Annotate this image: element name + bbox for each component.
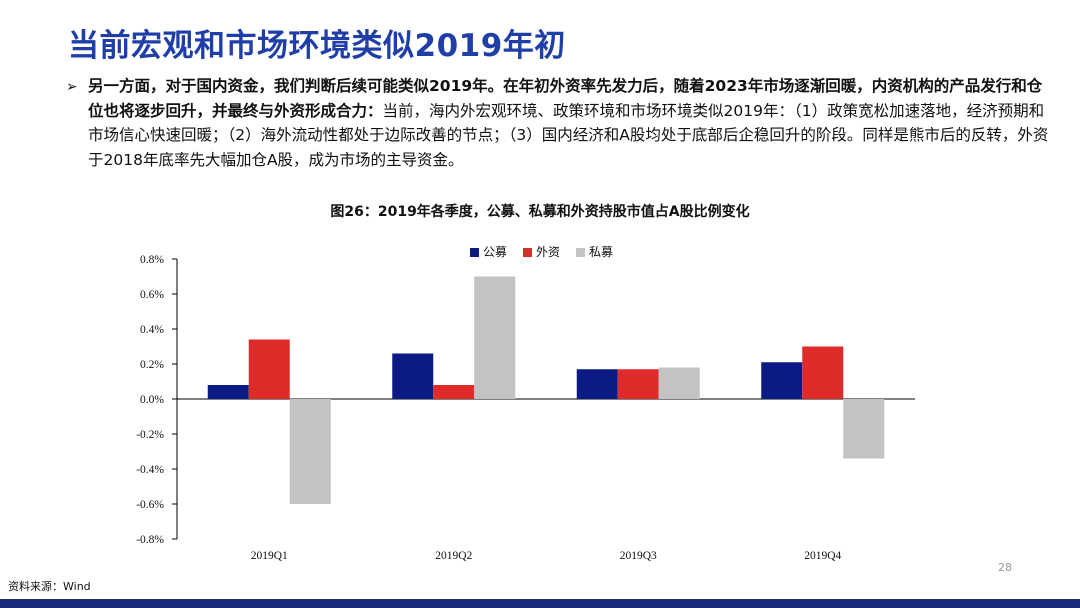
bar-2019Q4-外资 [802, 346, 844, 399]
bar-2019Q3-私募 [658, 367, 700, 399]
bullet-bold-text: 另一方面，对于国内资金，我们判断后续可能类似2019年。在年初外资率先发力后，随… [88, 77, 1043, 120]
legend-swatch [470, 248, 479, 257]
y-tick-label: -0.4% [136, 464, 164, 476]
bar-2019Q3-外资 [617, 369, 659, 399]
bar-2019Q4-公募 [761, 362, 803, 399]
bar-2019Q3-公募 [576, 369, 618, 399]
y-tick-label: 0.4% [140, 324, 164, 336]
bar-chart: 公募 外资 私募 0.8% 0.6% 0.4% 0.2% 0.0% -0.2% -0.4% -0.… [136, 245, 915, 562]
chart-legend: 公募 外资 私募 [470, 245, 613, 259]
legend-swatch [523, 248, 532, 257]
arrow-bullet-icon: ➢ [66, 79, 78, 95]
y-tick-label: -0.8% [136, 534, 164, 546]
bottom-bar [0, 599, 1080, 608]
bar-2019Q2-外资 [433, 385, 475, 399]
y-tick-label: 0.6% [140, 289, 164, 301]
y-tick-label: 0.8% [140, 254, 164, 266]
x-tick-label: 2019Q3 [620, 550, 657, 562]
bullet-paragraph: ➢ 另一方面，对于国内资金，我们判断后续可能类似2019年。在年初外资率先发力后… [66, 74, 1056, 172]
bar-2019Q2-公募 [392, 353, 434, 399]
bar-2019Q1-外资 [248, 339, 290, 399]
y-axis: 0.8% 0.6% 0.4% 0.2% 0.0% -0.2% -0.4% -0.6% -0.8% [136, 254, 178, 546]
y-tick-label: 0.2% [140, 359, 164, 371]
bar-2019Q1-私募 [289, 399, 331, 504]
x-axis: 2019Q1 2019Q2 2019Q3 2019Q4 [177, 398, 915, 562]
bullet-text: 另一方面，对于国内资金，我们判断后续可能类似2019年。在年初外资率先发力后，随… [88, 74, 1056, 172]
page-number: 28 [998, 561, 1012, 574]
bar-2019Q4-私募 [843, 399, 885, 459]
bar-2019Q2-私募 [474, 276, 516, 399]
legend-swatch [576, 248, 585, 257]
y-tick-label: -0.6% [136, 499, 164, 511]
legend-label: 外资 [536, 245, 560, 259]
legend-label: 公募 [483, 245, 507, 259]
source-note: 资料来源：Wind [8, 580, 91, 593]
bullet-normal-text: 当前，海内外宏观环境、政策环境和市场环境类似2019年：（1）政策宽松加速落地，… [88, 101, 1049, 169]
page-title: 当前宏观和市场环境类似2019年初 [68, 28, 566, 64]
legend-label: 私募 [589, 245, 613, 259]
x-tick-label: 2019Q2 [435, 550, 472, 562]
bars-group [207, 276, 885, 504]
figure-caption: 图26：2019年各季度，公募、私募和外资持股市值占A股比例变化 [330, 204, 750, 220]
x-tick-label: 2019Q1 [251, 550, 288, 562]
bar-2019Q1-公募 [207, 385, 249, 399]
y-tick-label: -0.2% [136, 429, 164, 441]
x-tick-label: 2019Q4 [804, 550, 841, 562]
y-tick-label: 0.0% [140, 394, 164, 406]
